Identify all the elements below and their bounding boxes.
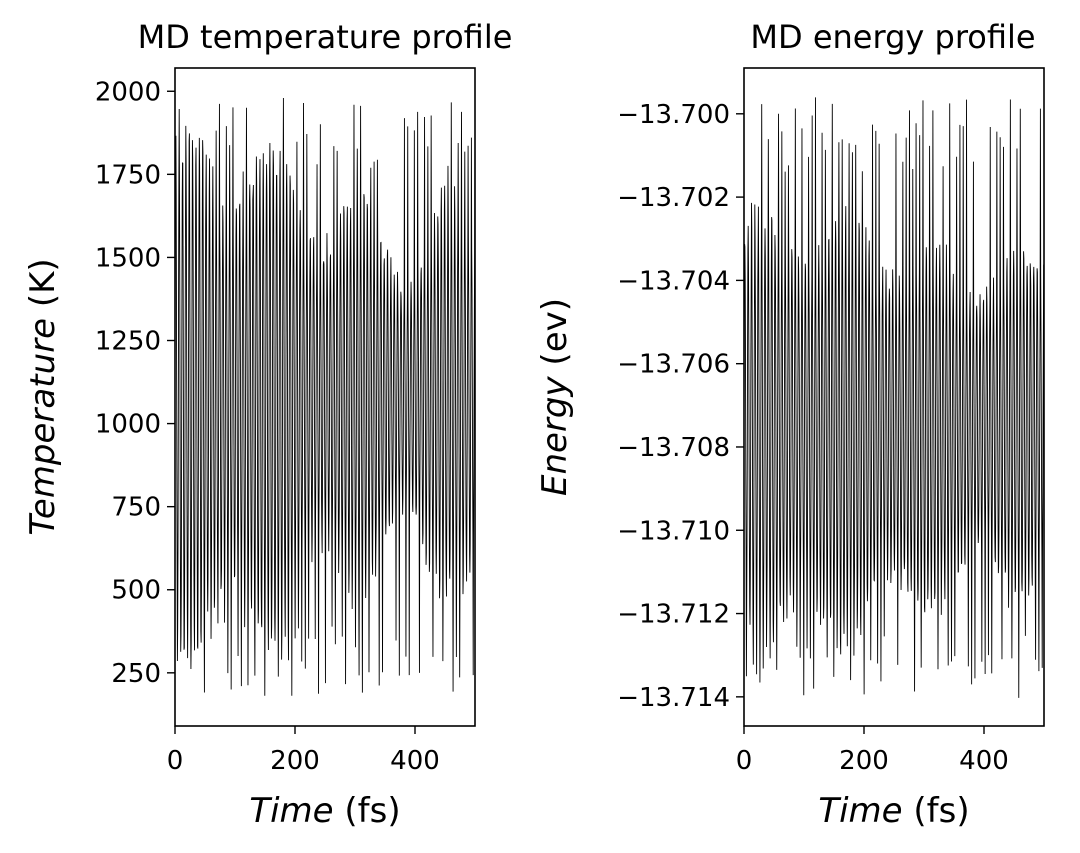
temperature-chart-title: MD temperature profile bbox=[138, 18, 513, 56]
temperature-x-label-unit: (fs) bbox=[334, 791, 401, 831]
temperature-y-tick-label: 500 bbox=[111, 576, 161, 606]
energy-y-tick-label: −13.710 bbox=[617, 516, 730, 546]
temperature-series-line bbox=[174, 97, 476, 696]
temperature-x-axis-label: Time (fs) bbox=[249, 791, 400, 831]
energy-y-label-italic: Energy bbox=[535, 376, 575, 497]
energy-y-tick-label: −13.708 bbox=[617, 433, 730, 463]
energy-y-label-unit: (ev) bbox=[535, 298, 575, 376]
energy-plot-frame bbox=[743, 67, 1045, 727]
energy-y-tick-label: −13.702 bbox=[617, 183, 730, 213]
energy-y-tick-label: −13.714 bbox=[617, 683, 730, 713]
temperature-y-tick-label: 1750 bbox=[95, 160, 161, 190]
temperature-x-tick-label: 0 bbox=[167, 746, 184, 776]
energy-y-tick-label: −13.700 bbox=[617, 100, 730, 130]
energy-chart-title: MD energy profile bbox=[750, 18, 1035, 56]
temperature-chart: MD temperature profile 250 500 750 1000 1250… bbox=[23, 18, 512, 831]
energy-x-tick-label: 0 bbox=[736, 746, 753, 776]
energy-x-label-italic: Time bbox=[818, 791, 902, 831]
energy-y-tick-label: −13.712 bbox=[617, 600, 730, 630]
energy-y-tick-label: −13.704 bbox=[617, 266, 730, 296]
energy-x-label-unit: (fs) bbox=[903, 791, 970, 831]
temperature-x-axis: 0 200 400 bbox=[167, 726, 440, 776]
temperature-y-tick-label: 1250 bbox=[95, 327, 161, 357]
energy-x-axis: 0 200 400 bbox=[736, 726, 1009, 776]
temperature-y-tick-label: 750 bbox=[111, 493, 161, 523]
energy-series-line bbox=[743, 97, 1045, 698]
temperature-y-tick-label: 2000 bbox=[95, 77, 161, 107]
temperature-y-label-italic: Temperature bbox=[23, 318, 63, 536]
energy-x-tick-label: 200 bbox=[839, 746, 889, 776]
temperature-x-tick-label: 400 bbox=[390, 746, 440, 776]
energy-y-tick-label: −13.706 bbox=[617, 350, 730, 380]
energy-y-axis-label: Energy (ev) bbox=[535, 298, 575, 496]
temperature-plot-frame bbox=[174, 67, 476, 727]
energy-x-axis-label: Time (fs) bbox=[818, 791, 969, 831]
temperature-y-tick-label: 1500 bbox=[95, 243, 161, 273]
energy-x-tick-label: 400 bbox=[959, 746, 1009, 776]
energy-y-axis: −13.714 −13.712 −13.710 −13.708 −13.706 −13.7… bbox=[617, 100, 744, 713]
temperature-x-label-italic: Time bbox=[249, 791, 333, 831]
temperature-y-tick-label: 250 bbox=[111, 659, 161, 689]
temperature-x-tick-label: 200 bbox=[270, 746, 320, 776]
temperature-y-axis: 250 500 750 1000 1250 1500 1750 2000 bbox=[95, 77, 175, 689]
temperature-y-tick-label: 1000 bbox=[95, 410, 161, 440]
temperature-y-axis-label: Temperature (K) bbox=[23, 258, 63, 535]
energy-chart: MD energy profile −13.714−13.712−13.710−… bbox=[535, 18, 1045, 831]
temperature-y-label-unit: (K) bbox=[23, 258, 63, 318]
